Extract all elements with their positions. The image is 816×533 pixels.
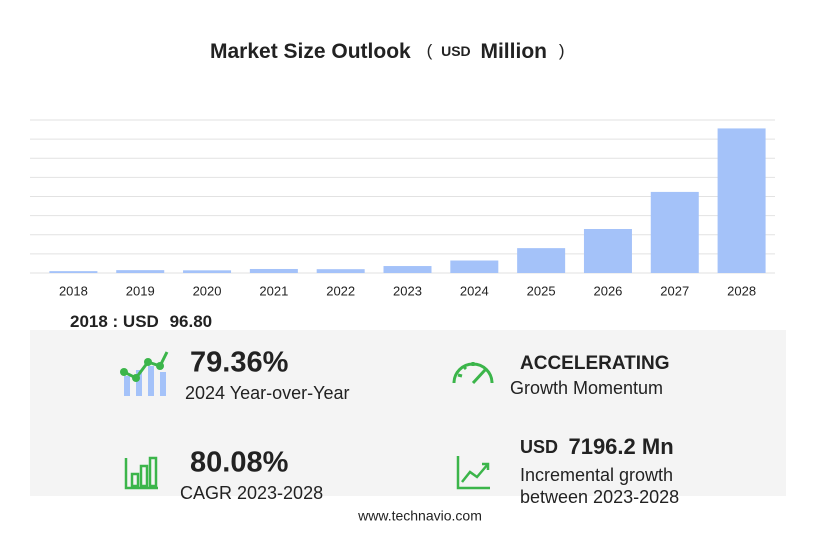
bar [583,229,632,273]
kpi-value: 7196.2 Mn [568,434,673,459]
x-tick-label: 2022 [326,283,355,298]
x-tick-label: 2028 [727,283,756,298]
kpi-label: CAGR 2023-2028 [180,483,323,503]
unit-currency: USD [441,43,471,59]
x-tick-label: 2018 [59,283,88,298]
x-tick-label: 2023 [393,283,422,298]
kpi-label: 2024 Year-over-Year [185,383,349,403]
bar [249,268,298,273]
bar [450,260,499,273]
bar [316,269,365,273]
kpi-value: 80.08% [190,447,289,479]
bar [383,266,432,273]
chart-title: Market Size Outlook [210,40,411,63]
bar [183,270,232,273]
chart-title-group: Market Size Outlook ( USD Million ) [210,40,565,63]
x-tick-label: 2025 [527,283,556,298]
unit-name: Million [480,40,547,63]
kpi-value: 79.36% [190,347,289,379]
base-label: 2018 : USD [70,312,159,331]
bar [650,191,699,273]
x-tick-label: 2020 [193,283,222,298]
x-tick-label: 2027 [660,283,689,298]
kpi-label: between 2023-2028 [520,487,679,507]
x-tick-label: 2024 [460,283,489,298]
bar [49,271,98,273]
x-tick-label: 2021 [259,283,288,298]
x-tick-label: 2019 [126,283,155,298]
bar [717,128,766,273]
kpi-label: Growth Momentum [510,378,663,398]
bar [517,248,566,273]
unit-close: ) [559,41,565,60]
kpi-label: Incremental growth [520,465,673,485]
unit-open: ( [427,41,433,60]
incremental-icon [456,456,490,490]
kpi-currency: USD [520,437,558,457]
kpi-value-group: USD 7196.2 Mn [520,434,674,459]
base-value: 96.80 [170,312,213,331]
kpi-value: ACCELERATING [520,353,670,374]
cagr-icon [124,456,158,490]
footer: www.technavio.com [357,508,482,524]
momentum-icon [452,362,494,385]
bar [116,270,165,273]
yoy-icon [120,351,169,396]
x-tick-label: 2026 [593,283,622,298]
base-label-group: 2018 : USD 96.80 [70,312,212,331]
